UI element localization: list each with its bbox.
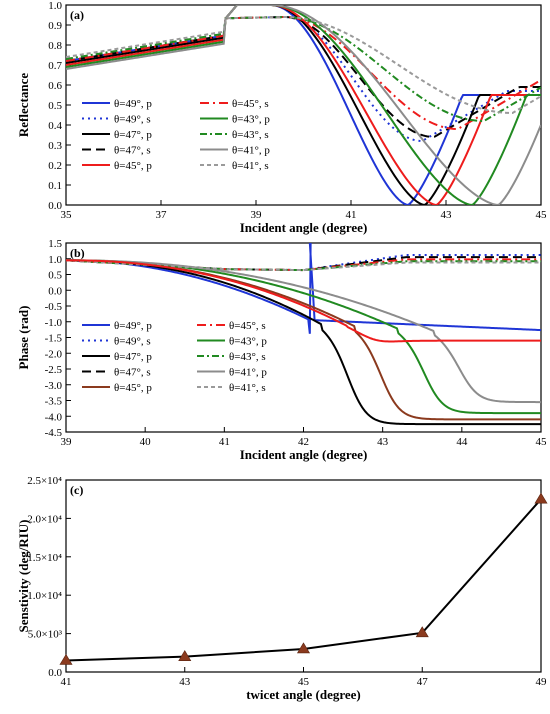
series-line bbox=[66, 243, 541, 334]
y-tick-label: 1.0×10⁴ bbox=[27, 590, 62, 602]
y-tick-label: -3.5 bbox=[45, 396, 63, 408]
data-point bbox=[178, 650, 192, 661]
legend-label: θ=47°, s bbox=[114, 367, 151, 379]
y-tick-label: 5.0×10³ bbox=[28, 629, 63, 641]
x-axis-label: Incident angle (degree) bbox=[240, 220, 368, 235]
y-axis-label: Phase (rad) bbox=[16, 306, 31, 370]
x-tick-label: 43 bbox=[441, 209, 453, 221]
x-tick-label: 49 bbox=[536, 676, 548, 688]
legend-label: θ=47°, s bbox=[114, 145, 151, 157]
x-tick-label: 41 bbox=[61, 676, 72, 688]
y-tick-label: 0.0 bbox=[48, 667, 62, 679]
x-tick-label: 45 bbox=[536, 209, 548, 221]
y-axis-label: Senstivity (deg/RIU) bbox=[16, 519, 31, 632]
x-tick-label: 42 bbox=[298, 436, 309, 448]
panel-label: (c) bbox=[70, 483, 83, 497]
y-tick-label: 0.5 bbox=[48, 100, 62, 112]
x-tick-label: 41 bbox=[346, 209, 357, 221]
legend-label: θ=41°, p bbox=[232, 145, 270, 157]
y-tick-label: -4.5 bbox=[45, 427, 63, 439]
y-tick-label: 0.8 bbox=[48, 40, 62, 52]
legend-label: θ=41°, s bbox=[229, 382, 266, 394]
x-tick-label: 35 bbox=[61, 209, 73, 221]
legend-label: θ=49°, s bbox=[114, 114, 151, 126]
panel-label: (b) bbox=[70, 246, 85, 260]
legend-label: θ=47°, p bbox=[114, 351, 152, 363]
x-tick-label: 43 bbox=[179, 676, 191, 688]
x-tick-label: 47 bbox=[417, 676, 429, 688]
legend-label: θ=45°, s bbox=[232, 98, 269, 110]
legend-label: θ=43°, s bbox=[232, 129, 269, 141]
x-axis-label: twicet angle (degree) bbox=[246, 687, 361, 702]
y-tick-label: 0.9 bbox=[48, 20, 62, 32]
y-axis-label: Reflectance bbox=[16, 73, 31, 137]
y-tick-label: -3.0 bbox=[45, 380, 63, 392]
legend-label: θ=41°, s bbox=[232, 160, 269, 172]
data-point bbox=[415, 626, 429, 638]
legend-label: θ=43°, p bbox=[232, 114, 270, 126]
series-line bbox=[66, 259, 541, 343]
panel-label: (a) bbox=[70, 8, 84, 22]
data-point bbox=[296, 642, 311, 654]
y-tick-label: 0.0 bbox=[48, 200, 62, 212]
x-tick-label: 40 bbox=[140, 436, 152, 448]
y-tick-label: 1.5×10⁴ bbox=[27, 552, 62, 564]
legend-label: θ=43°, s bbox=[229, 351, 266, 363]
series-line bbox=[66, 256, 541, 272]
legend-label: θ=45°, s bbox=[229, 320, 266, 332]
series-line bbox=[66, 15, 541, 123]
y-tick-label: 1.0 bbox=[48, 0, 62, 12]
series-line bbox=[66, 5, 541, 205]
series-group bbox=[66, 5, 541, 205]
series-line bbox=[66, 15, 541, 115]
y-tick-label: 0.4 bbox=[48, 120, 62, 132]
legend-label: θ=45°, p bbox=[114, 160, 152, 172]
x-axis-label: Incident angle (degree) bbox=[240, 447, 368, 462]
y-tick-label: 0.0 bbox=[48, 285, 62, 297]
legend-label: θ=41°, p bbox=[229, 367, 267, 379]
y-tick-label: -0.5 bbox=[45, 301, 63, 313]
x-tick-label: 39 bbox=[251, 209, 263, 221]
y-tick-label: -1.0 bbox=[45, 317, 63, 329]
series-line bbox=[66, 5, 541, 205]
x-tick-label: 45 bbox=[298, 676, 310, 688]
y-tick-label: -2.5 bbox=[45, 364, 63, 376]
sensitivity-line bbox=[65, 498, 542, 662]
y-tick-label: -1.5 bbox=[45, 333, 63, 345]
y-tick-label: 0.3 bbox=[48, 140, 62, 152]
y-tick-label: 1.0 bbox=[48, 254, 62, 266]
legend-label: θ=49°, p bbox=[114, 98, 152, 110]
series-group bbox=[66, 243, 541, 426]
y-tick-label: 2.5×10⁴ bbox=[27, 475, 62, 487]
y-tick-label: 0.6 bbox=[48, 80, 62, 92]
legend-label: θ=47°, p bbox=[114, 129, 152, 141]
legend-label: θ=49°, p bbox=[114, 320, 152, 332]
x-tick-label: 41 bbox=[219, 436, 230, 448]
x-tick-label: 39 bbox=[61, 436, 73, 448]
y-tick-label: 1.5 bbox=[48, 238, 62, 250]
data-point bbox=[59, 653, 73, 665]
series-line bbox=[66, 259, 541, 404]
x-tick-label: 45 bbox=[536, 436, 548, 448]
x-tick-label: 44 bbox=[456, 436, 468, 448]
y-tick-label: 0.5 bbox=[48, 270, 62, 282]
y-tick-label: 0.2 bbox=[48, 160, 62, 172]
x-tick-label: 43 bbox=[377, 436, 389, 448]
y-tick-label: -2.0 bbox=[45, 348, 63, 360]
y-tick-label: 2.0×10⁴ bbox=[27, 513, 62, 525]
data-point bbox=[534, 492, 548, 504]
legend-label: θ=45°, p bbox=[114, 382, 152, 394]
x-tick-label: 37 bbox=[156, 209, 168, 221]
legend-label: θ=49°, s bbox=[114, 336, 151, 348]
y-tick-label: 0.1 bbox=[48, 180, 62, 192]
y-tick-label: 0.7 bbox=[48, 60, 62, 72]
y-tick-label: -4.0 bbox=[45, 411, 63, 423]
series-line bbox=[66, 15, 541, 131]
legend-label: θ=43°, p bbox=[229, 336, 267, 348]
